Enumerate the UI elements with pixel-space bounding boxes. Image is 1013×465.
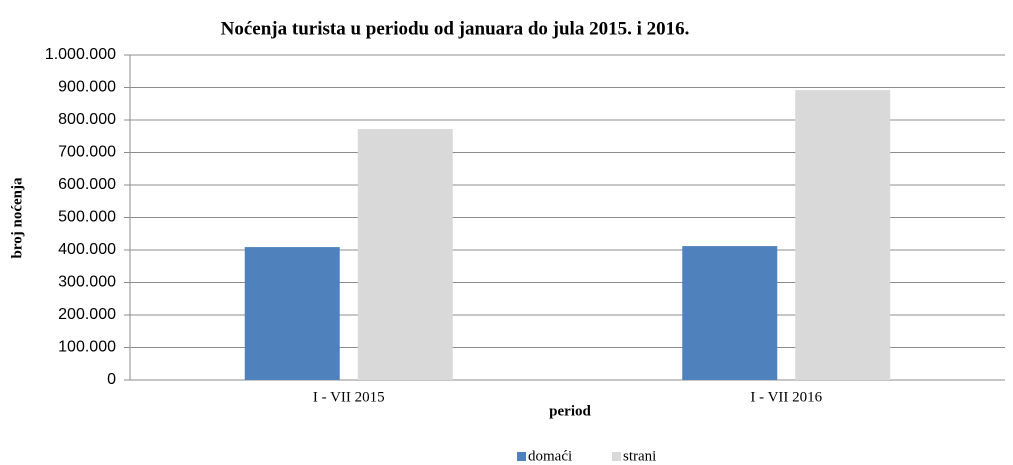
bar bbox=[244, 247, 340, 380]
y-tick-label: 600.000 bbox=[58, 176, 116, 193]
y-tick-label: 800.000 bbox=[58, 111, 116, 128]
x-axis-label: period bbox=[549, 403, 591, 419]
bar bbox=[795, 90, 891, 380]
legend-label: strani bbox=[623, 448, 656, 464]
bar bbox=[357, 129, 453, 380]
y-axis-label: broj noćenja bbox=[9, 177, 25, 258]
y-tick-label: 700.000 bbox=[58, 144, 116, 161]
legend-label: domaći bbox=[528, 448, 572, 464]
x-tick-label: I - VII 2015 bbox=[313, 389, 385, 405]
y-tick-label: 500.000 bbox=[58, 209, 116, 226]
y-tick-label: 100.000 bbox=[58, 339, 116, 356]
legend-swatch bbox=[612, 452, 621, 461]
x-tick-label: I - VII 2016 bbox=[750, 389, 822, 405]
y-tick-label: 900.000 bbox=[58, 79, 116, 96]
y-tick-label: 400.000 bbox=[58, 241, 116, 258]
y-tick-label: 0 bbox=[107, 371, 116, 388]
legend-swatch bbox=[517, 452, 526, 461]
y-tick-label: 1.000.000 bbox=[45, 46, 116, 63]
y-tick-label: 200.000 bbox=[58, 306, 116, 323]
chart-title: Noćenja turista u periodu od januara do … bbox=[221, 18, 690, 39]
y-tick-label: 300.000 bbox=[58, 274, 116, 291]
bar bbox=[682, 246, 778, 380]
